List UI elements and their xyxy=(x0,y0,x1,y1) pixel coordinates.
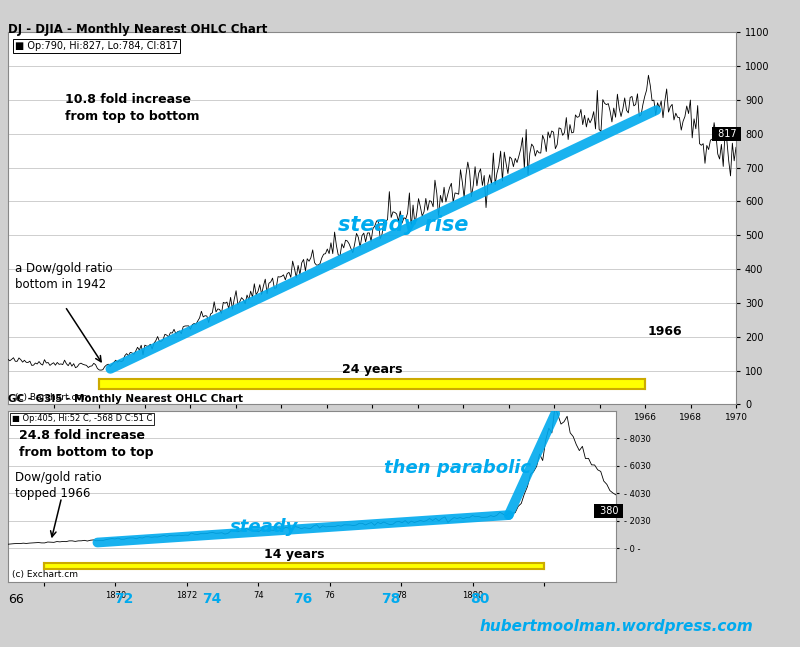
Text: 24 years: 24 years xyxy=(342,363,402,376)
Bar xyxy=(44,563,545,569)
Text: 74: 74 xyxy=(202,592,222,606)
Text: 24.8 fold increase
from bottom to top: 24.8 fold increase from bottom to top xyxy=(18,429,154,459)
Text: 78: 78 xyxy=(381,592,400,606)
Text: 10.8 fold increase
from top to bottom: 10.8 fold increase from top to bottom xyxy=(65,93,199,123)
Text: Dow/gold ratio
topped 1966: Dow/gold ratio topped 1966 xyxy=(15,471,102,500)
Text: 80: 80 xyxy=(470,592,490,606)
Text: 14 years: 14 years xyxy=(264,549,324,562)
Text: then parabolic: then parabolic xyxy=(383,459,530,477)
Text: 380: 380 xyxy=(597,506,621,516)
Text: GC - G3I5 - Monthly Nearest OHLC Chart: GC - G3I5 - Monthly Nearest OHLC Chart xyxy=(8,395,243,404)
Text: 66: 66 xyxy=(8,593,24,606)
Text: 817: 817 xyxy=(714,129,739,139)
Text: (c) Barchart.com: (c) Barchart.com xyxy=(15,393,90,402)
Text: 76: 76 xyxy=(293,592,312,606)
Text: steady: steady xyxy=(230,518,298,536)
Text: ■ Op:405, Hi:52 C, -568 D C:51 C: ■ Op:405, Hi:52 C, -568 D C:51 C xyxy=(11,414,152,423)
Bar xyxy=(99,378,645,389)
Text: ■ Op:790, Hi:827, Lo:784, Cl:817: ■ Op:790, Hi:827, Lo:784, Cl:817 xyxy=(15,41,178,51)
Text: hubertmoolman.wordpress.com: hubertmoolman.wordpress.com xyxy=(480,619,754,634)
Text: steady rise: steady rise xyxy=(338,215,468,235)
Text: 72: 72 xyxy=(114,592,134,606)
Text: 1966: 1966 xyxy=(647,325,682,338)
Text: a Dow/gold ratio
bottom in 1942: a Dow/gold ratio bottom in 1942 xyxy=(15,262,113,291)
Text: DJ - DJIA - Monthly Nearest OHLC Chart: DJ - DJIA - Monthly Nearest OHLC Chart xyxy=(8,23,267,36)
Text: (c) Exchart.cm: (c) Exchart.cm xyxy=(11,571,78,580)
